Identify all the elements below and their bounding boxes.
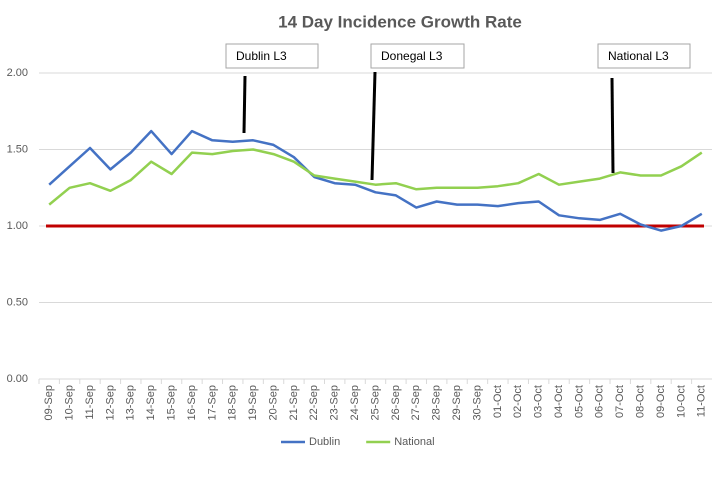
legend-label: Dublin [309,436,340,448]
x-tick-label: 23-Sep [329,385,341,420]
y-tick-label: 1.50 [7,143,28,155]
x-tick-label: 29-Sep [451,385,463,420]
x-tick-label: 21-Sep [288,385,300,420]
y-tick-label: 1.00 [7,220,28,232]
x-tick-label: 02-Oct [512,385,524,418]
annotation-text: Dublin L3 [236,49,287,63]
x-tick-label: 12-Sep [104,385,116,420]
series-line [48,129,703,232]
chart-title: 14 Day Incidence Growth Rate [278,12,522,31]
annotation-box [597,43,691,69]
x-tick-label: 28-Sep [431,385,443,420]
annotation-text: Donegal L3 [381,49,443,63]
x-tick-label: 05-Oct [573,385,585,418]
x-tick-label: 19-Sep [247,385,259,420]
annotation-text: National L3 [608,49,669,63]
x-tick-label: 08-Oct [635,385,647,418]
y-tick-label: 0.50 [7,296,28,308]
x-tick-label: 09-Oct [655,385,667,418]
annotation-pointer [610,77,615,174]
x-tick-label: 13-Sep [125,385,137,420]
x-tick-label: 25-Sep [369,385,381,420]
x-tick-label: 22-Sep [308,385,320,420]
x-tick-label: 27-Sep [410,385,422,420]
x-tick-label: 06-Oct [594,385,606,418]
series-line [48,148,703,206]
annotation-pointer [370,71,377,181]
x-tick-label: 17-Sep [206,385,218,420]
annotation-pointer [242,75,247,134]
x-tick-label: 16-Sep [186,385,198,420]
x-tick-label: 15-Sep [165,385,177,420]
annotation-box [370,43,465,69]
x-tick-label: 26-Sep [390,385,402,420]
x-tick-label: 20-Sep [267,385,279,420]
annotation-box [225,43,319,69]
x-tick-label: 09-Sep [43,385,55,420]
x-tick-label: 04-Oct [553,385,565,418]
x-tick-label: 07-Oct [614,385,626,418]
x-tick-label: 18-Sep [227,385,239,420]
y-tick-label: 2.00 [7,67,28,79]
x-tick-label: 10-Oct [675,385,687,418]
x-tick-label: 11-Sep [84,385,96,420]
x-tick-label: 14-Sep [145,385,157,420]
x-tick-label: 01-Oct [492,385,504,418]
x-tick-label: 24-Sep [349,385,361,420]
x-tick-label: 03-Oct [533,385,545,418]
x-tick-label: 10-Sep [63,385,75,420]
x-tick-label: 30-Sep [471,385,483,420]
x-tick-label: 11-Oct [696,385,708,417]
legend-label: National [394,436,434,448]
y-tick-label: 0.00 [7,373,28,385]
